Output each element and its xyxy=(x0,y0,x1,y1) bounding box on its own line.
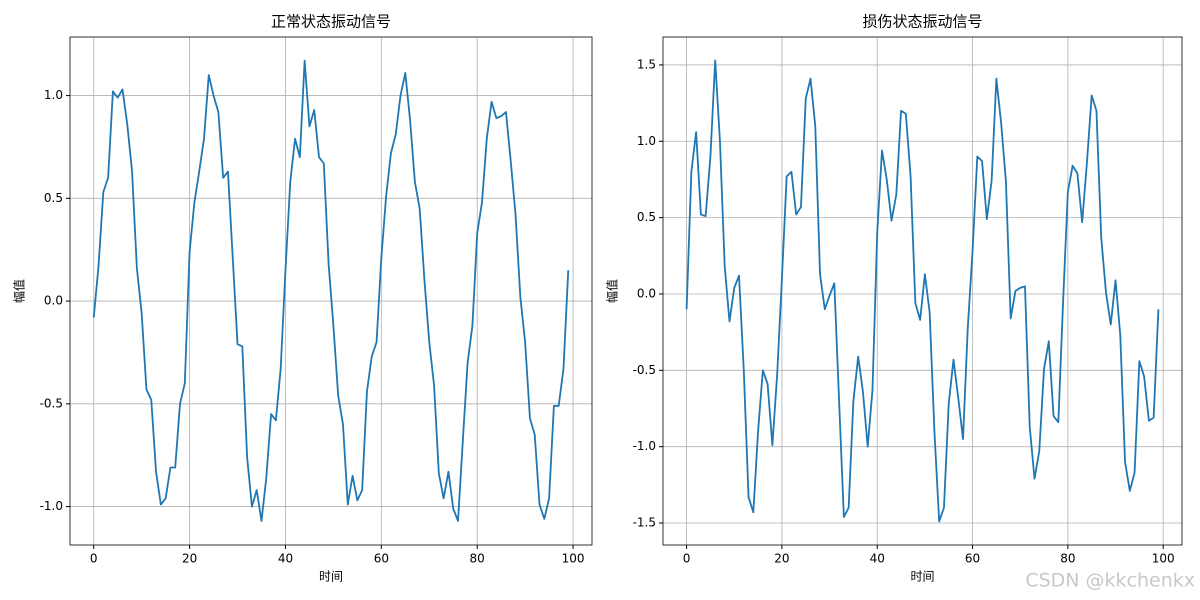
x-tick-label: 80 xyxy=(470,552,485,566)
x-tick-label: 100 xyxy=(1152,552,1175,566)
axes-frame xyxy=(662,36,1183,546)
x-axis-label: 时间 xyxy=(319,570,343,584)
chart-title: 正常状态振动信号 xyxy=(271,13,391,31)
y-tick-label: -0.5 xyxy=(633,363,656,377)
watermark: CSDN @kkchenkx xyxy=(1025,570,1195,592)
y-tick-label: 0.0 xyxy=(44,294,63,308)
y-tick-label: -1.0 xyxy=(633,439,656,453)
x-tick-label: 100 xyxy=(562,552,585,566)
y-tick-label: 1.0 xyxy=(637,134,656,148)
x-tick-label: 40 xyxy=(278,552,293,566)
axes-frame xyxy=(69,36,593,546)
x-tick-label: 40 xyxy=(870,552,885,566)
x-tick-label: 60 xyxy=(374,552,389,566)
x-tick-label: 60 xyxy=(965,552,980,566)
y-axis-label: 幅值 xyxy=(12,279,27,303)
x-tick-label: 0 xyxy=(683,552,691,566)
chart-title: 损伤状态振动信号 xyxy=(862,13,982,31)
y-tick-label: -0.5 xyxy=(40,396,63,410)
x-tick-label: 20 xyxy=(774,552,789,566)
signal-line xyxy=(92,59,570,522)
y-axis-label: 幅值 xyxy=(605,279,620,303)
x-tick-label: 0 xyxy=(90,552,98,566)
x-axis-label: 时间 xyxy=(910,570,934,584)
y-tick-label: 0.0 xyxy=(637,286,656,300)
y-tick-label: 0.5 xyxy=(44,191,63,205)
y-tick-label: 0.5 xyxy=(637,210,656,224)
y-tick-label: -1.5 xyxy=(633,516,656,530)
signal-line xyxy=(685,59,1160,523)
x-tick-label: 20 xyxy=(182,552,197,566)
y-tick-label: -1.0 xyxy=(40,499,63,513)
x-tick-label: 80 xyxy=(1060,552,1075,566)
y-tick-label: 1.5 xyxy=(637,57,656,71)
y-tick-label: 1.0 xyxy=(44,88,63,102)
